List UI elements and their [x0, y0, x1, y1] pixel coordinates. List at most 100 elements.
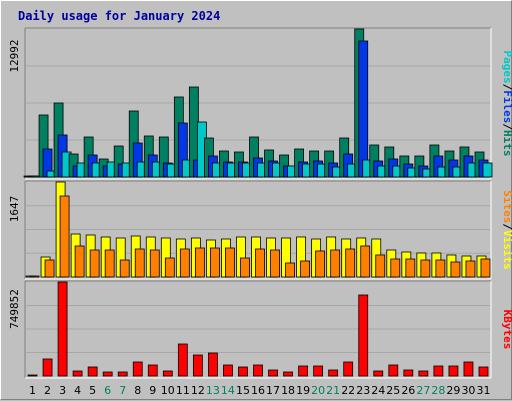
bar-kbytes-kbytes-day-31	[478, 366, 489, 377]
x-tick-label: 13	[206, 384, 220, 397]
bar-visits-sites-day-31	[480, 258, 491, 278]
x-tick-label: 14	[221, 384, 235, 397]
bar-visits-sites-day-30	[465, 260, 476, 278]
bar-kbytes-kbytes-day-26	[403, 369, 414, 377]
bar-visits-sites-day-22	[345, 248, 356, 278]
bar-visits-sites-day-13	[210, 247, 220, 278]
x-tick-label: 19	[296, 384, 310, 397]
bar-kbytes-kbytes-day-9	[147, 364, 158, 377]
bar-kbytes-kbytes-day-12	[192, 354, 203, 377]
bar-kbytes-kbytes-day-6	[102, 371, 113, 377]
x-tick-label: 28	[431, 384, 445, 397]
bar-kbytes-kbytes-day-4	[72, 370, 83, 377]
legend-entry: Visits	[501, 230, 512, 270]
legend-entry: /	[501, 123, 512, 130]
legend-kbytes: KBytes	[501, 310, 512, 350]
bar-visits-sites-day-28	[435, 259, 446, 278]
bar-kbytes-kbytes-day-29	[448, 365, 459, 377]
x-tick-label: 27	[416, 384, 430, 397]
bar-kbytes-kbytes-day-11	[177, 343, 188, 377]
bar-kbytes-kbytes-day-10	[162, 370, 173, 377]
bar-kbytes-kbytes-day-8	[132, 361, 143, 377]
bar-visits-sites-day-6	[104, 249, 115, 278]
bar-kbytes-kbytes-day-13	[208, 352, 218, 377]
bar-kbytes-kbytes-day-3	[57, 281, 68, 377]
x-tick-label: 22	[341, 384, 355, 397]
x-tick-label: 16	[251, 384, 265, 397]
x-tick-label: 7	[119, 384, 126, 397]
bar-visits-sites-day-29	[450, 261, 461, 278]
bar-kbytes-kbytes-day-2	[42, 358, 53, 377]
x-tick-label: 31	[476, 384, 490, 397]
bar-visits-sites-day-19	[300, 260, 310, 278]
bar-visits-sites-day-4	[74, 245, 85, 278]
bar-visits-sites-day-24	[375, 254, 386, 278]
bar-visits-sites-day-17	[270, 249, 280, 278]
bar-visits-sites-day-20	[315, 250, 326, 278]
bar-hits-pages-day-31	[482, 162, 493, 178]
bar-kbytes-kbytes-day-16	[253, 364, 263, 377]
x-tick-label: 26	[401, 384, 415, 397]
bar-visits-sites-day-3	[59, 195, 70, 278]
y-max-label: 12992	[8, 39, 21, 72]
bar-visits-sites-day-14	[225, 247, 235, 278]
legend-entry: /	[501, 223, 512, 230]
bar-kbytes-kbytes-day-30	[463, 361, 474, 377]
bar-visits-sites-day-2	[44, 259, 55, 278]
legend-visits: Sites/Visits	[501, 190, 512, 270]
bar-kbytes-kbytes-day-1	[27, 374, 38, 377]
bar-visits-sites-day-1	[29, 275, 40, 278]
legend-hits: Pages/Files/Hits	[501, 51, 512, 157]
x-tick-label: 1	[29, 384, 36, 397]
bar-kbytes-kbytes-day-7	[117, 371, 128, 377]
legend-entry: KBytes	[501, 310, 512, 350]
x-tick-label: 8	[134, 384, 141, 397]
x-tick-label: 5	[89, 384, 96, 397]
bar-kbytes-kbytes-day-21	[328, 369, 339, 377]
bar-kbytes-kbytes-day-22	[343, 361, 354, 377]
bar-visits-sites-day-16	[255, 248, 265, 278]
bar-kbytes-kbytes-day-19	[298, 365, 308, 377]
bar-visits-sites-day-15	[240, 257, 250, 278]
x-tick-label: 12	[191, 384, 205, 397]
bar-visits-sites-day-11	[179, 248, 190, 278]
bar-hits-files-day-23	[358, 40, 369, 178]
chart-title: Daily usage for January 2024	[18, 9, 220, 23]
x-tick-label: 2	[44, 384, 51, 397]
x-tick-label: 11	[176, 384, 190, 397]
legend-entry: Pages	[501, 51, 512, 84]
x-tick-label: 10	[161, 384, 175, 397]
x-tick-label: 4	[74, 384, 81, 397]
panels-layer: 12992Pages/Files/Hits1647Sites/Visits749…	[8, 27, 512, 379]
x-tick-label: 3	[59, 384, 66, 397]
bar-kbytes-kbytes-day-28	[433, 365, 444, 377]
bar-kbytes-kbytes-day-23	[358, 294, 369, 377]
bar-kbytes-kbytes-day-14	[223, 364, 233, 377]
x-tick-label: 21	[326, 384, 340, 397]
bar-kbytes-kbytes-day-18	[283, 371, 293, 377]
bar-visits-sites-day-12	[194, 247, 205, 278]
bar-visits-sites-day-27	[420, 259, 431, 278]
x-tick-label: 20	[311, 384, 325, 397]
x-tick-label: 6	[104, 384, 111, 397]
legend-entry: Files	[501, 90, 512, 123]
bar-visits-sites-day-5	[89, 249, 100, 278]
bar-kbytes-kbytes-day-24	[373, 370, 384, 377]
y-max-label: 1647	[8, 196, 21, 223]
x-tick-label: 17	[266, 384, 280, 397]
x-tick-label: 25	[386, 384, 400, 397]
bar-kbytes-kbytes-day-20	[313, 365, 324, 377]
bar-visits-sites-day-25	[390, 258, 401, 278]
bar-visits-sites-day-10	[164, 257, 175, 278]
legend-entry: Hits	[501, 130, 512, 157]
x-axis-labels: 1 2 3 4 5 6 7 8 9 10 11 12 13 14 15 16 17 18 19 20 21 22 23 24 2…	[29, 384, 490, 397]
bar-kbytes-kbytes-day-15	[238, 366, 248, 377]
panel-kbytes: 749852 KBytes	[8, 280, 512, 379]
x-tick-label: 15	[236, 384, 250, 397]
y-max-label: 749852	[8, 289, 21, 329]
bar-visits-sites-day-18	[285, 262, 295, 278]
bar-visits-sites-day-23	[360, 245, 371, 278]
